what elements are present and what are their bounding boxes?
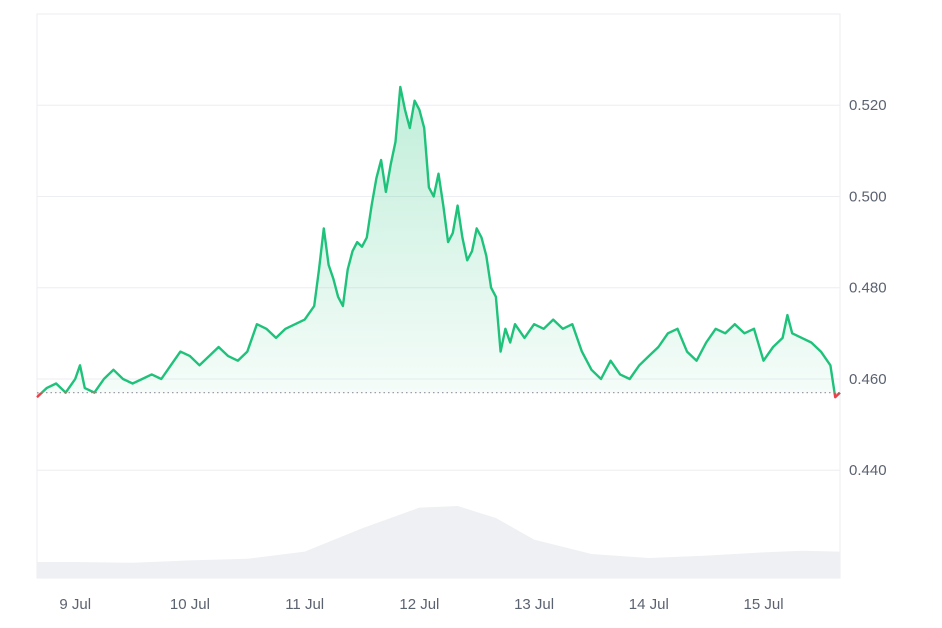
y-tick-label: 0.500 [849,188,887,205]
price-line-up [40,85,841,393]
area-above-baseline [37,87,840,393]
price-line [36,85,841,399]
x-axis-labels: 9 Jul 10 Jul 11 Jul 12 Jul 13 Jul 14 Jul… [59,596,783,613]
volume-area [37,506,840,578]
x-tick-label: 14 Jul [629,596,669,613]
y-tick-label: 0.440 [849,462,887,479]
x-tick-label: 13 Jul [514,596,554,613]
x-tick-label: 10 Jul [170,596,210,613]
y-axis-labels: 0.440 0.460 0.480 0.500 0.520 [849,97,887,479]
volume-shape [37,506,840,578]
y-tick-label: 0.520 [849,97,887,114]
x-tick-label: 12 Jul [399,596,439,613]
y-tick-label: 0.460 [849,371,887,388]
price-area [37,87,840,398]
y-tick-label: 0.480 [849,280,887,297]
x-tick-label: 15 Jul [744,596,784,613]
x-tick-label: 9 Jul [59,596,91,613]
x-tick-label: 11 Jul [285,596,324,613]
